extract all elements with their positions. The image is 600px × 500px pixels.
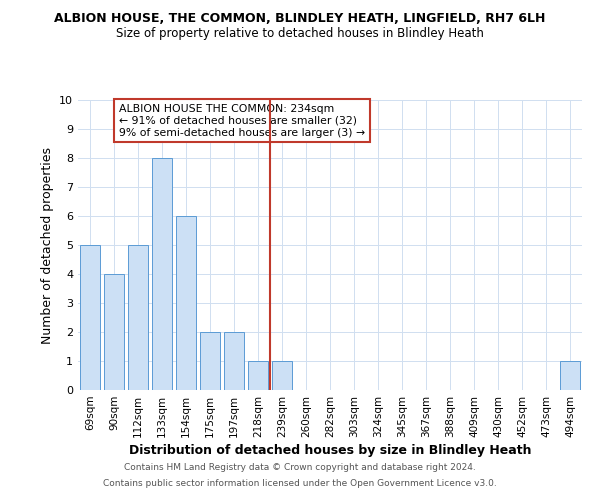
Bar: [128, 245, 148, 390]
Bar: [200, 332, 220, 390]
Y-axis label: Number of detached properties: Number of detached properties: [41, 146, 53, 344]
Bar: [248, 361, 268, 390]
X-axis label: Distribution of detached houses by size in Blindley Heath: Distribution of detached houses by size …: [129, 444, 531, 457]
Bar: [224, 332, 244, 390]
Bar: [176, 216, 196, 390]
Text: Size of property relative to detached houses in Blindley Heath: Size of property relative to detached ho…: [116, 28, 484, 40]
Text: Contains HM Land Registry data © Crown copyright and database right 2024.: Contains HM Land Registry data © Crown c…: [124, 464, 476, 472]
Text: ALBION HOUSE THE COMMON: 234sqm
← 91% of detached houses are smaller (32)
9% of : ALBION HOUSE THE COMMON: 234sqm ← 91% of…: [119, 104, 365, 138]
Bar: [152, 158, 172, 390]
Bar: [272, 361, 292, 390]
Bar: [80, 245, 100, 390]
Bar: [560, 361, 580, 390]
Text: ALBION HOUSE, THE COMMON, BLINDLEY HEATH, LINGFIELD, RH7 6LH: ALBION HOUSE, THE COMMON, BLINDLEY HEATH…: [55, 12, 545, 26]
Text: Contains public sector information licensed under the Open Government Licence v3: Contains public sector information licen…: [103, 478, 497, 488]
Bar: [104, 274, 124, 390]
